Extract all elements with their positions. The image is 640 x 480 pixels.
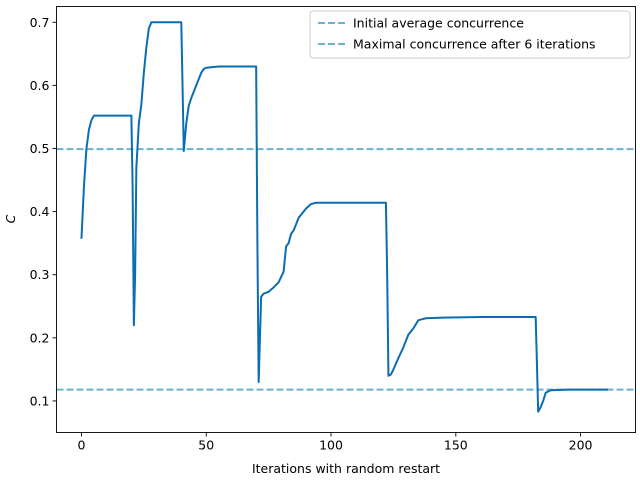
plot-area <box>56 21 636 413</box>
legend-label-maximal: Maximal concurrence after 6 iterations <box>353 37 596 52</box>
y-tick-label: 0.1 <box>30 393 50 408</box>
axes-frame <box>56 6 636 433</box>
x-tick-label: 50 <box>198 438 214 453</box>
y-tick-label: 0.5 <box>30 141 50 156</box>
y-axis-ticks: 0.1 0.2 0.3 0.4 0.5 0.6 0.7 <box>30 15 57 408</box>
y-tick-label: 0.7 <box>30 15 50 30</box>
axes: 0 50 100 150 200 0.1 0.2 0.3 0.4 0.5 0.6 0.7 Itera… <box>3 6 636 476</box>
x-tick-label: 0 <box>77 438 85 453</box>
legend-box <box>309 10 631 59</box>
series-line-0 <box>80 21 609 413</box>
y-tick-label: 0.3 <box>30 267 50 282</box>
legend: Initial average concurrence Maximal conc… <box>309 10 631 59</box>
legend-label-initial: Initial average concurrence <box>353 16 524 31</box>
x-tick-label: 100 <box>319 438 343 453</box>
y-tick-label: 0.6 <box>30 78 50 93</box>
y-tick-label: 0.4 <box>30 204 50 219</box>
y-axis-label: C <box>3 214 18 223</box>
x-tick-label: 200 <box>569 438 593 453</box>
x-axis-label: Iterations with random restart <box>252 461 440 476</box>
y-tick-label: 0.2 <box>30 330 50 345</box>
x-axis-ticks: 0 50 100 150 200 <box>77 432 593 453</box>
x-tick-label: 150 <box>444 438 468 453</box>
